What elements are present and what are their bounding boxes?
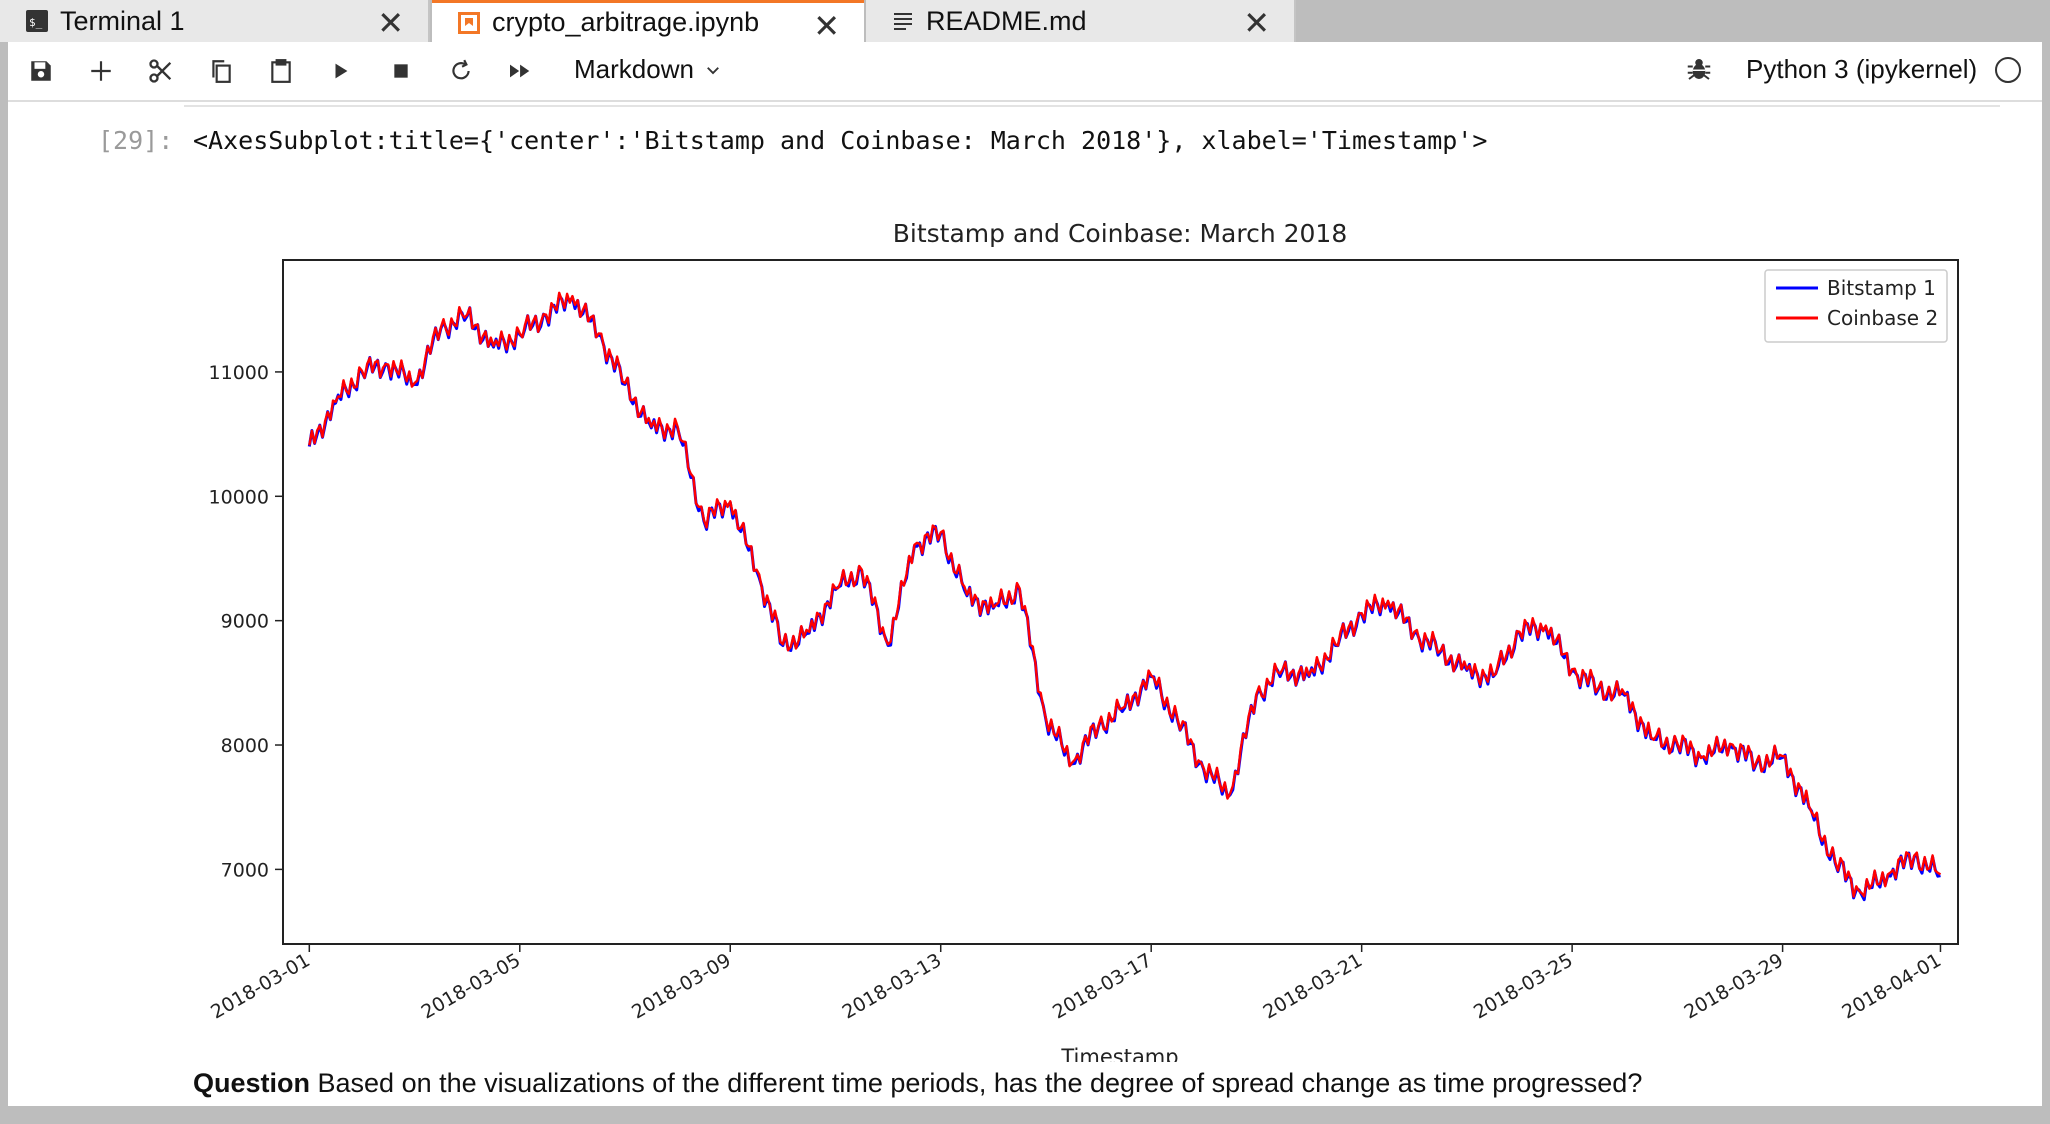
run-icon[interactable] bbox=[320, 50, 362, 92]
x-tick-label: 2018-03-13 bbox=[839, 949, 946, 1023]
series-line-bitstamp bbox=[307, 294, 1941, 902]
tab-label: README.md bbox=[926, 5, 1087, 36]
cell-divider bbox=[184, 105, 2000, 107]
copy-icon[interactable] bbox=[200, 50, 242, 92]
markdown-question: Question Based on the visualizations of … bbox=[193, 1068, 1642, 1099]
chevron-down-icon bbox=[707, 66, 719, 74]
price-line-chart: Bitstamp and Coinbase: March 2018 Timest… bbox=[207, 219, 1959, 1062]
legend-label-coinbase: Coinbase 2 bbox=[1827, 306, 1938, 330]
y-tick-label: 8000 bbox=[221, 735, 269, 757]
tab-label: Terminal 1 bbox=[60, 5, 185, 36]
markdown-file-icon bbox=[892, 10, 914, 32]
tab-notebook[interactable]: crypto_arbitrage.ipynb ✕ bbox=[432, 0, 864, 44]
y-tick-label: 7000 bbox=[221, 859, 269, 881]
tab-label: crypto_arbitrage.ipynb bbox=[492, 7, 760, 37]
question-text: Based on the visualizations of the diffe… bbox=[310, 1068, 1643, 1098]
status-bar bbox=[0, 1106, 2050, 1124]
series-line-coinbase bbox=[308, 291, 1942, 898]
restart-icon[interactable] bbox=[440, 50, 482, 92]
x-tick-label: 2018-03-25 bbox=[1470, 949, 1577, 1023]
plot-area bbox=[307, 291, 1942, 902]
paste-icon[interactable] bbox=[260, 50, 302, 92]
x-tick-label: 2018-03-21 bbox=[1260, 949, 1367, 1023]
tab-readme[interactable]: README.md ✕ bbox=[866, 0, 1296, 42]
output-text: <AxesSubplot:title={'center':'Bitstamp a… bbox=[193, 126, 1488, 155]
kernel-status-icon bbox=[1995, 57, 2021, 83]
x-axis-label: Timestamp bbox=[1060, 1045, 1178, 1062]
cut-icon[interactable] bbox=[140, 50, 182, 92]
cell-type-label: Markdown bbox=[574, 54, 694, 84]
y-tick-label: 11000 bbox=[209, 362, 269, 384]
stop-icon[interactable] bbox=[380, 50, 422, 92]
tab-terminal[interactable]: $_ Terminal 1 ✕ bbox=[0, 0, 430, 42]
cell-type-select[interactable]: Markdown bbox=[574, 54, 722, 85]
y-tick-label: 9000 bbox=[221, 611, 269, 633]
close-tab-icon[interactable]: ✕ bbox=[813, 8, 840, 44]
chart-title: Bitstamp and Coinbase: March 2018 bbox=[893, 219, 1347, 248]
x-tick-label: 2018-03-09 bbox=[628, 949, 735, 1023]
kernel-name[interactable]: Python 3 (ipykernel) bbox=[1746, 54, 1978, 84]
svg-text:$_: $_ bbox=[29, 16, 43, 29]
question-label: Question bbox=[193, 1068, 311, 1098]
x-tick-label: 2018-03-01 bbox=[207, 949, 314, 1023]
notebook-panel: Markdown Python 3 (ipykernel) [29]: <Axe… bbox=[8, 42, 2042, 1106]
x-tick-label: 2018-03-17 bbox=[1049, 949, 1156, 1023]
x-tick-label: 2018-03-05 bbox=[418, 949, 525, 1023]
y-tick-label: 10000 bbox=[209, 486, 269, 508]
save-icon[interactable] bbox=[20, 50, 62, 92]
output-prompt: [29]: bbox=[98, 126, 174, 155]
x-tick-label: 2018-03-29 bbox=[1680, 949, 1787, 1023]
close-tab-icon[interactable]: ✕ bbox=[1243, 5, 1270, 41]
legend: Bitstamp 1 Coinbase 2 bbox=[1764, 269, 1948, 343]
legend-label-bitstamp: Bitstamp 1 bbox=[1827, 276, 1936, 300]
run-all-icon[interactable] bbox=[500, 50, 542, 92]
terminal-icon: $_ bbox=[26, 10, 48, 32]
bug-icon[interactable] bbox=[1684, 54, 1714, 89]
notebook-toolbar: Markdown Python 3 (ipykernel) bbox=[8, 42, 2042, 102]
notebook-icon bbox=[458, 11, 480, 34]
add-cell-icon[interactable] bbox=[80, 50, 122, 92]
plot-frame bbox=[282, 259, 1959, 945]
tab-bar: $_ Terminal 1 ✕ crypto_arbitrage.ipynb ✕… bbox=[0, 0, 2050, 44]
close-tab-icon[interactable]: ✕ bbox=[377, 5, 404, 41]
x-tick-label: 2018-04-01 bbox=[1838, 949, 1945, 1023]
